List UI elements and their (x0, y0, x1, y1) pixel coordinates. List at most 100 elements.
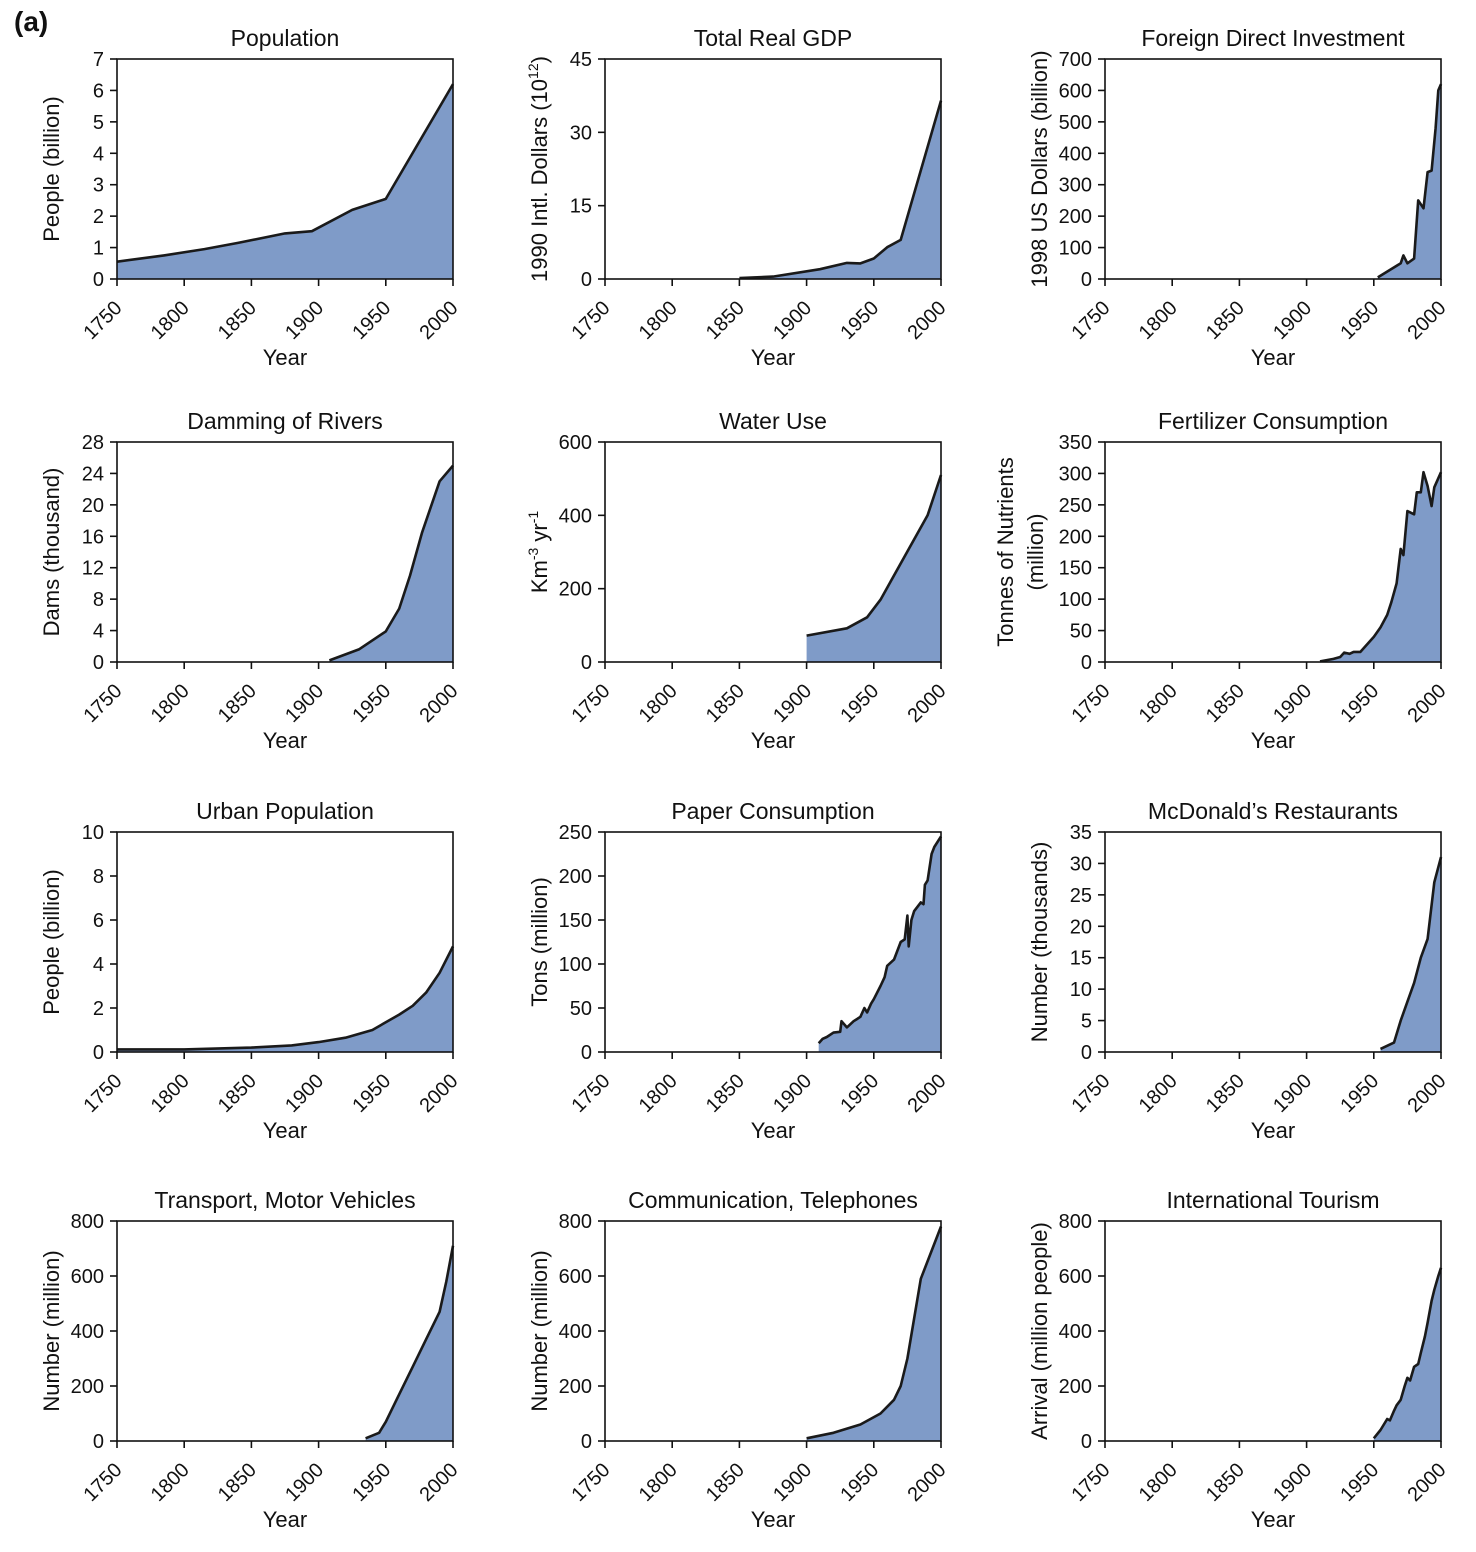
x-tick-label: 1950 (348, 680, 395, 727)
y-tick-label: 300 (1059, 175, 1092, 197)
x-tick-label: 1850 (1202, 1459, 1249, 1506)
x-tick-label: 2000 (416, 1070, 463, 1117)
x-tick-label: 1950 (1336, 1070, 1383, 1117)
y-axis-label-part: 1990 Intl. Dollars (10 (527, 79, 552, 282)
chart-title: McDonald’s Restaurants (1148, 798, 1398, 824)
y-tick-label: 0 (93, 269, 104, 291)
x-tick-label: 1900 (281, 680, 328, 727)
y-tick-label: 0 (581, 1042, 592, 1064)
y-tick-label: 200 (71, 1376, 104, 1398)
y-tick-label: 8 (93, 866, 104, 888)
x-tick-label: 1750 (1068, 1070, 1115, 1117)
area-fill-1 (818, 836, 941, 1052)
y-axis-label-sup: -1 (525, 511, 541, 524)
plot-frame (604, 831, 942, 1053)
plot-frame (116, 831, 454, 1053)
chart-title: Population (231, 25, 340, 51)
x-tick-label: 1850 (702, 297, 749, 344)
series-line-1 (739, 100, 943, 280)
y-tick-label: 10 (82, 822, 104, 844)
y-tick-label: 700 (1059, 49, 1092, 71)
area-fill-1 (806, 1226, 941, 1441)
x-tick-label: 2000 (1404, 680, 1451, 727)
y-tick-label: 0 (581, 652, 592, 674)
x-tick-label: 1800 (147, 680, 194, 727)
chart-9: 0 5 10 15 20 25 30 35 1750 1800 1850 1900 1950 2000 Mc… (1027, 798, 1451, 1143)
chart-title: International Tourism (1166, 1187, 1379, 1213)
y-axis-label-sup: -3 (525, 548, 541, 561)
x-tick-label: 1800 (1135, 680, 1182, 727)
chart-12: 0 200 400 600 800 1750 1800 1850 1900 1950 2000 Int… (1027, 1187, 1451, 1532)
chart-3: 0 100 200 300 400 500 600 700 1750 1800 1850 1900 19… (1027, 25, 1451, 370)
y-axis-label: People (billion) (39, 869, 64, 1015)
chart-title: Fertilizer Consumption (1158, 408, 1388, 434)
x-axis-label: Year (263, 728, 307, 753)
x-tick-label: 1800 (1135, 1070, 1182, 1117)
area-fill-1 (117, 946, 453, 1052)
y-tick-label: 250 (1059, 495, 1092, 517)
x-tick-label: 1750 (80, 1070, 127, 1117)
y-tick-label: 5 (1081, 1011, 1092, 1033)
y-tick-label: 800 (71, 1211, 104, 1233)
x-tick-label: 1800 (635, 1459, 682, 1506)
y-tick-label: 400 (1059, 143, 1092, 165)
chart-4: 0 4 8 12 16 20 24 28 1750 1800 1850 1900 1950 2000 Dam… (39, 408, 463, 753)
y-axis-label-part: ) (527, 56, 552, 63)
x-axis-label: Year (1251, 1507, 1295, 1532)
area-fill-1 (365, 1245, 453, 1441)
x-tick-label: 1800 (147, 297, 194, 344)
y-axis-label: 1998 US Dollars (billion) (1027, 50, 1052, 287)
y-tick-label: 200 (1059, 206, 1092, 228)
y-tick-label: 0 (581, 1431, 592, 1453)
y-axis-label-part: Dams (thousand) (39, 468, 64, 637)
y-tick-label: 30 (1070, 853, 1092, 875)
x-tick-label: 1850 (214, 1459, 261, 1506)
y-axis-label: Arrival (million people) (1027, 1222, 1052, 1440)
y-tick-label: 0 (93, 1042, 104, 1064)
x-axis-label: Year (751, 1118, 795, 1143)
x-tick-label: 1750 (80, 1459, 127, 1506)
chart-1: 0 1 2 3 4 5 6 7 1750 1800 1850 1900 1950 2000 Populati… (39, 25, 463, 370)
plot-frame (604, 58, 942, 280)
y-tick-label: 800 (1059, 1211, 1092, 1233)
y-axis-label-line2: (million) (1023, 514, 1048, 591)
x-tick-label: 1750 (568, 680, 615, 727)
y-tick-label: 24 (82, 463, 104, 485)
y-axis-label-part: 1998 US Dollars (billion) (1027, 50, 1052, 287)
chart-8: 0 50 100 150 200 250 1750 1800 1850 1900 1950 2000 P… (527, 798, 951, 1143)
y-tick-label: 600 (1059, 80, 1092, 102)
plot-frame (1104, 1220, 1442, 1442)
x-tick-label: 1800 (147, 1070, 194, 1117)
y-axis-label-part: People (billion) (39, 96, 64, 242)
plot-frame (116, 58, 454, 280)
y-axis-label: Number (million) (39, 1250, 64, 1411)
x-tick-label: 1900 (281, 1070, 328, 1117)
x-tick-label: 1800 (635, 297, 682, 344)
y-tick-label: 7 (93, 49, 104, 71)
panel-label: (a) (14, 6, 49, 37)
x-axis-label: Year (751, 1507, 795, 1532)
x-tick-label: 1800 (635, 1070, 682, 1117)
y-tick-label: 45 (570, 49, 592, 71)
y-axis-label-part: yr (527, 523, 552, 547)
y-tick-label: 0 (1081, 1042, 1092, 1064)
y-axis-label-part: Km (527, 560, 552, 593)
x-tick-label: 1900 (1269, 1070, 1316, 1117)
y-tick-label: 15 (1070, 948, 1092, 970)
y-axis-label-part: Tons (million) (527, 877, 552, 1007)
y-tick-label: 200 (559, 1376, 592, 1398)
x-tick-label: 1850 (702, 680, 749, 727)
y-tick-label: 0 (93, 652, 104, 674)
area-fill-1 (329, 465, 453, 662)
x-tick-label: 1750 (568, 1070, 615, 1117)
y-tick-label: 20 (82, 495, 104, 517)
y-axis-label: Number (million) (527, 1250, 552, 1411)
y-tick-label: 400 (559, 505, 592, 527)
area-fill-1 (1380, 857, 1441, 1052)
x-tick-label: 2000 (904, 1459, 951, 1506)
plot-frame (1104, 58, 1442, 280)
x-tick-label: 1900 (281, 1459, 328, 1506)
chart-title: Transport, Motor Vehicles (154, 1187, 415, 1213)
x-tick-label: 1850 (1202, 680, 1249, 727)
y-tick-label: 400 (1059, 1321, 1092, 1343)
